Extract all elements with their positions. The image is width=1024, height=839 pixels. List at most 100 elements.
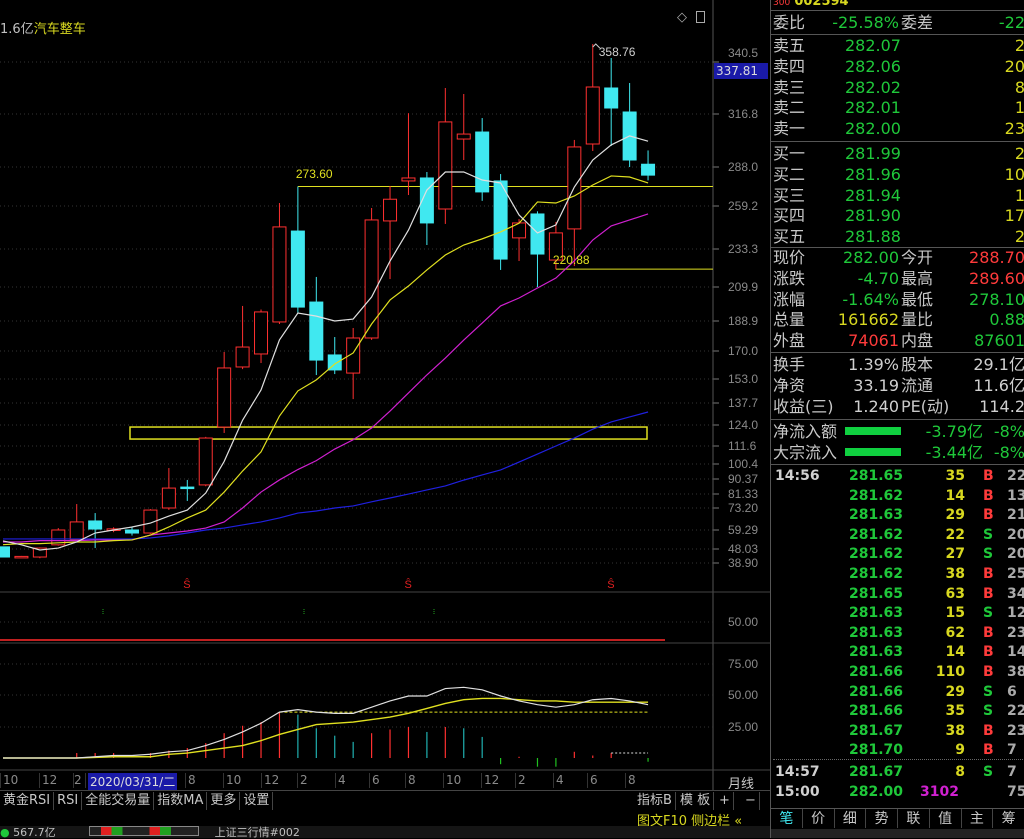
candle[interactable] bbox=[309, 276, 324, 376]
candle[interactable] bbox=[290, 186, 305, 314]
stock-header: 300 002594 bbox=[773, 0, 849, 6]
candle[interactable] bbox=[530, 211, 545, 287]
indicator-tab[interactable]: 指数MA bbox=[154, 792, 208, 810]
indicator-b-button[interactable]: 指标B bbox=[634, 792, 676, 810]
tick-row: 281.63 14 B 14 bbox=[773, 642, 1024, 662]
tab-1[interactable]: 价 bbox=[803, 809, 835, 828]
indicator-tab[interactable]: 黄金RSI bbox=[0, 792, 55, 810]
candle[interactable] bbox=[235, 305, 250, 370]
tab-2[interactable]: 细 bbox=[835, 809, 867, 828]
candle[interactable] bbox=[475, 118, 490, 201]
candle[interactable] bbox=[585, 44, 600, 151]
candle[interactable] bbox=[143, 509, 158, 534]
candle[interactable] bbox=[254, 309, 269, 364]
bid-label: 买四 bbox=[773, 206, 806, 226]
zoom-in-button[interactable]: + bbox=[716, 792, 734, 810]
ask-volume: 1 bbox=[1014, 98, 1024, 118]
price-tick: 73.20 bbox=[728, 501, 759, 515]
candle[interactable] bbox=[0, 546, 10, 558]
candle[interactable] bbox=[32, 547, 47, 559]
candle[interactable] bbox=[161, 468, 176, 510]
candle[interactable] bbox=[383, 185, 398, 280]
candle[interactable] bbox=[438, 88, 453, 224]
period-label[interactable]: 月线 bbox=[728, 777, 755, 792]
candle[interactable] bbox=[456, 94, 471, 161]
candle[interactable] bbox=[217, 351, 232, 433]
candle[interactable] bbox=[641, 150, 656, 181]
panel-footer bbox=[771, 829, 1024, 838]
tick-side: B bbox=[983, 566, 994, 582]
candle[interactable] bbox=[548, 221, 563, 270]
tick-side: S bbox=[983, 526, 994, 543]
weibi-row: 委比 -25.58% 委差 -22 bbox=[773, 12, 1024, 33]
candle[interactable] bbox=[180, 479, 195, 501]
sector-link[interactable]: 汽车整车 bbox=[33, 22, 86, 37]
flow-pct: -8% bbox=[993, 422, 1024, 441]
candle[interactable] bbox=[401, 113, 416, 196]
candle[interactable] bbox=[69, 504, 84, 541]
date-label: 8 bbox=[408, 773, 416, 787]
tick-count: 22 bbox=[1007, 703, 1024, 720]
fund-value: 33.19 bbox=[853, 375, 899, 395]
stat-value: 288.70 bbox=[969, 248, 1024, 267]
tab-7[interactable]: 筹 bbox=[993, 809, 1024, 828]
template-button[interactable]: 模 板 bbox=[677, 792, 715, 810]
ask-price: 282.06 bbox=[845, 56, 901, 76]
tab-6[interactable]: 主 bbox=[962, 809, 994, 828]
candle-body bbox=[125, 529, 140, 534]
candle[interactable] bbox=[346, 327, 361, 400]
stat-row: 涨跌 -4.70 最高 289.60 bbox=[773, 268, 1024, 289]
sidebar-toggle[interactable]: 图文F10 侧边栏 « bbox=[637, 814, 743, 829]
candle[interactable] bbox=[364, 207, 379, 340]
panel-toggle-icon[interactable] bbox=[696, 11, 705, 23]
indicator-tab[interactable]: 设置 bbox=[240, 792, 274, 810]
tick-volume: 9 bbox=[955, 742, 965, 759]
tick-row: 281.67 38 B 23 bbox=[773, 721, 1024, 741]
tick-price: 281.67 bbox=[849, 764, 904, 780]
date-label: 2 bbox=[74, 773, 82, 787]
tab-4[interactable]: 联 bbox=[898, 809, 930, 828]
kline-chart[interactable]: 358.76 273.60 220.88 Ŝ Ŝ Ŝ bbox=[0, 0, 770, 790]
tab-5[interactable]: 值 bbox=[930, 809, 962, 828]
bid-volume: 2 bbox=[1014, 227, 1024, 247]
indicator-tab[interactable]: 全能交易量 bbox=[82, 792, 155, 810]
candle[interactable] bbox=[493, 174, 508, 270]
tick-row: 281.63 15 S 12 bbox=[773, 603, 1024, 623]
stat-value: -1.64% bbox=[842, 289, 899, 309]
fund-value: 1.240 bbox=[853, 396, 899, 416]
candle[interactable] bbox=[88, 513, 103, 549]
tick-price: 281.67 bbox=[849, 722, 904, 739]
status-bar: ● 567.7亿 上证三行情#002 bbox=[0, 826, 770, 839]
price-tick: 209.9 bbox=[728, 280, 759, 294]
status-ticker[interactable]: 上证三行情#002 bbox=[214, 826, 300, 839]
weibi-label: 委比 bbox=[773, 13, 806, 32]
stat-value: 0.88 bbox=[989, 310, 1024, 330]
candle[interactable] bbox=[567, 139, 582, 267]
candle-body bbox=[14, 555, 29, 559]
tab-3[interactable]: 势 bbox=[866, 809, 898, 828]
tab-0[interactable]: 笔 bbox=[771, 809, 803, 828]
candle[interactable] bbox=[198, 436, 213, 487]
tick-row: 281.70 9 B 7 bbox=[773, 740, 1024, 761]
tick-volume: 29 bbox=[945, 683, 965, 700]
indicator-tab[interactable]: 更多 bbox=[207, 792, 241, 810]
date-label: 8 bbox=[628, 773, 636, 787]
signal-marker: Ŝ bbox=[607, 578, 614, 591]
candle[interactable] bbox=[419, 172, 434, 246]
tick-time: 15:00 bbox=[775, 783, 820, 800]
candle[interactable] bbox=[272, 203, 287, 325]
diamond-icon[interactable]: ◇ bbox=[677, 10, 687, 25]
stat-label: 现价 bbox=[773, 248, 806, 267]
tick-row: 15:00 282.00 3102 757 bbox=[773, 782, 1024, 802]
candle[interactable] bbox=[604, 58, 619, 147]
candle-body bbox=[272, 226, 287, 323]
candle[interactable] bbox=[622, 83, 637, 167]
indicator-tab[interactable]: RSI bbox=[54, 792, 83, 810]
tick-price: 281.62 bbox=[849, 546, 904, 563]
candle[interactable] bbox=[125, 527, 140, 536]
zoom-out-button[interactable]: − bbox=[742, 792, 760, 810]
tick-count: 6 bbox=[1007, 683, 1017, 700]
high-arrow bbox=[592, 43, 601, 49]
candle-body bbox=[290, 230, 305, 308]
candle[interactable] bbox=[14, 555, 29, 559]
